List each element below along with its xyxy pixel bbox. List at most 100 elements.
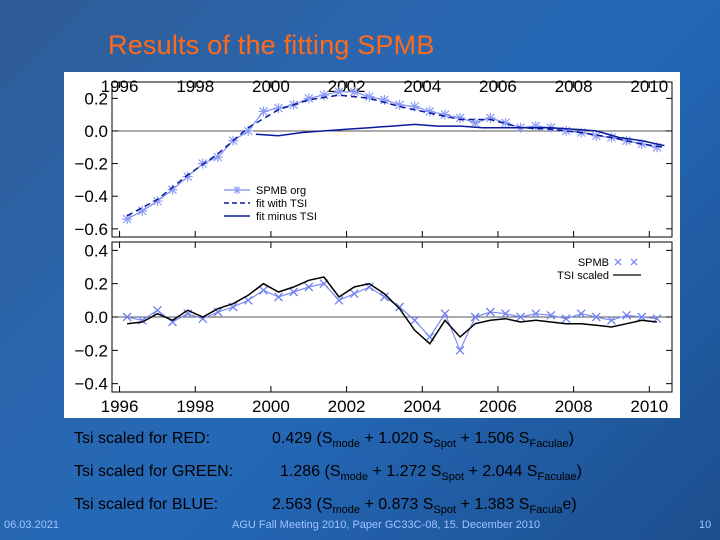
cross-stroke <box>425 332 435 342</box>
formula-plus: + <box>456 430 475 447</box>
x-tick-label: 1996 <box>101 77 139 96</box>
chart-panel-bottom: 0.4 0.2 0.0 −0.2 −0.4 1996 1998 2000 2002 2004 200… <box>74 241 673 416</box>
coef-a: 1.272 <box>386 463 427 480</box>
cross-stroke <box>440 309 450 319</box>
asterisk-stroke <box>152 196 162 206</box>
formula-plus: + <box>368 463 387 480</box>
formula-open: (S <box>316 496 333 513</box>
asterisk-stroke <box>455 113 465 123</box>
y-tick-label: −0.2 <box>74 155 108 174</box>
asterisk-stroke <box>395 100 405 110</box>
asterisk-stroke <box>364 92 374 102</box>
formula-close: ) <box>568 430 574 447</box>
x-tick-label: 2000 <box>252 397 290 416</box>
asterisk-stroke <box>591 131 601 141</box>
cross-stroke <box>501 309 510 319</box>
asterisk-stroke <box>470 118 480 128</box>
x-tick-label: 2010 <box>630 397 668 416</box>
legend-label: fit minus TSI <box>256 211 317 223</box>
coef-b: 2.044 <box>482 463 523 480</box>
cross-stroke <box>630 258 638 266</box>
spmb-org-point <box>530 121 541 132</box>
fac-s: S <box>522 463 538 480</box>
spmb-point <box>349 289 359 299</box>
page-number: 10 <box>699 519 712 531</box>
y-tick-label: −0.2 <box>74 341 108 360</box>
x-tick-label: 2010 <box>630 77 668 96</box>
spmb-point <box>410 315 420 325</box>
legend-asterisk-icon <box>233 186 241 194</box>
cross-stroke <box>485 307 495 317</box>
coef-label: Tsi scaled for GREEN: <box>74 463 234 480</box>
formula-plus: + <box>464 463 483 480</box>
spot-s: S <box>418 496 434 513</box>
spmb-org-point <box>334 86 344 97</box>
fitting-chart-svg: 0.2 0.0 −0.2 −0.4 −0.6 1996 1998 2000 2002 2004 20… <box>74 77 673 416</box>
spot-s: S <box>426 463 442 480</box>
asterisk-stroke <box>485 113 495 123</box>
coef-a: 1.020 <box>378 430 419 447</box>
spmb-org-point <box>485 112 496 123</box>
plot-frame <box>111 81 673 238</box>
y-tick-label: −0.4 <box>74 187 108 206</box>
spmb-point <box>334 295 344 305</box>
spmb-point <box>576 309 586 319</box>
spmb-point <box>258 285 268 295</box>
spot-sub: Spot <box>433 504 457 517</box>
cross-stroke <box>289 287 299 297</box>
spmb-point <box>591 312 601 322</box>
spmb-point <box>607 315 616 325</box>
cross-stroke <box>243 295 253 305</box>
series-fit-with-tsi-line <box>126 94 665 217</box>
cross-stroke <box>274 292 283 302</box>
spmb-point <box>546 310 556 320</box>
cross-stroke <box>152 305 162 315</box>
asterisk-stroke <box>501 118 510 128</box>
formula-plus: + <box>360 430 379 447</box>
cross-stroke <box>349 289 359 299</box>
coef-a: 0.873 <box>378 496 419 513</box>
y-tick-label: 0.0 <box>84 308 108 327</box>
legend-label: TSI scaled <box>557 270 609 282</box>
series-fit-minus-tsi-line <box>255 123 665 147</box>
legend-label: fit with TSI <box>256 198 307 210</box>
coef-b: 1.506 <box>474 430 515 447</box>
spmb-point <box>531 309 541 319</box>
spot-sub: Spot <box>441 471 465 484</box>
spmb-point <box>501 309 510 319</box>
formula-open: (S <box>316 430 333 447</box>
asterisk-stroke <box>243 126 253 136</box>
formula-plus: + <box>456 496 475 513</box>
cross-stroke <box>614 258 622 266</box>
asterisk-stroke <box>440 110 450 120</box>
spmb-org-point <box>364 91 375 102</box>
series-tsi-scaled-line <box>127 276 657 345</box>
y-tick-label: 0.2 <box>84 275 108 294</box>
coef-label: Tsi scaled for BLUE: <box>74 496 219 513</box>
spmb-point <box>622 310 632 320</box>
spmb-org-point <box>440 109 450 120</box>
legend-label: SPMB org <box>256 185 306 197</box>
formula-open: (S <box>324 463 341 480</box>
spmb-point <box>561 314 571 324</box>
x-tick-label: 1998 <box>176 397 214 416</box>
cross-stroke <box>576 309 586 319</box>
footer-date: 06.03.2021 <box>4 519 60 531</box>
cross-stroke <box>364 282 374 292</box>
spmb-point <box>289 287 299 297</box>
coef-b: 1.383 <box>474 496 515 513</box>
cross-stroke <box>546 310 556 320</box>
spmb-org-point <box>318 90 329 101</box>
spmb-org-point <box>182 171 193 182</box>
cross-stroke <box>258 285 268 295</box>
faculae-sub: Faculae <box>529 438 569 451</box>
x-tick-label: 2000 <box>252 77 290 96</box>
x-tick-label: 2008 <box>555 397 593 416</box>
x-tick-label: 2004 <box>403 397 441 416</box>
legend-cross-icon <box>614 258 622 266</box>
asterisk-stroke <box>379 95 389 105</box>
footer-conference: AGU Fall Meeting 2010, Paper GC33C-08, 1… <box>232 519 541 531</box>
spmb-org-point <box>137 205 148 216</box>
spmb-org-point <box>455 112 466 123</box>
